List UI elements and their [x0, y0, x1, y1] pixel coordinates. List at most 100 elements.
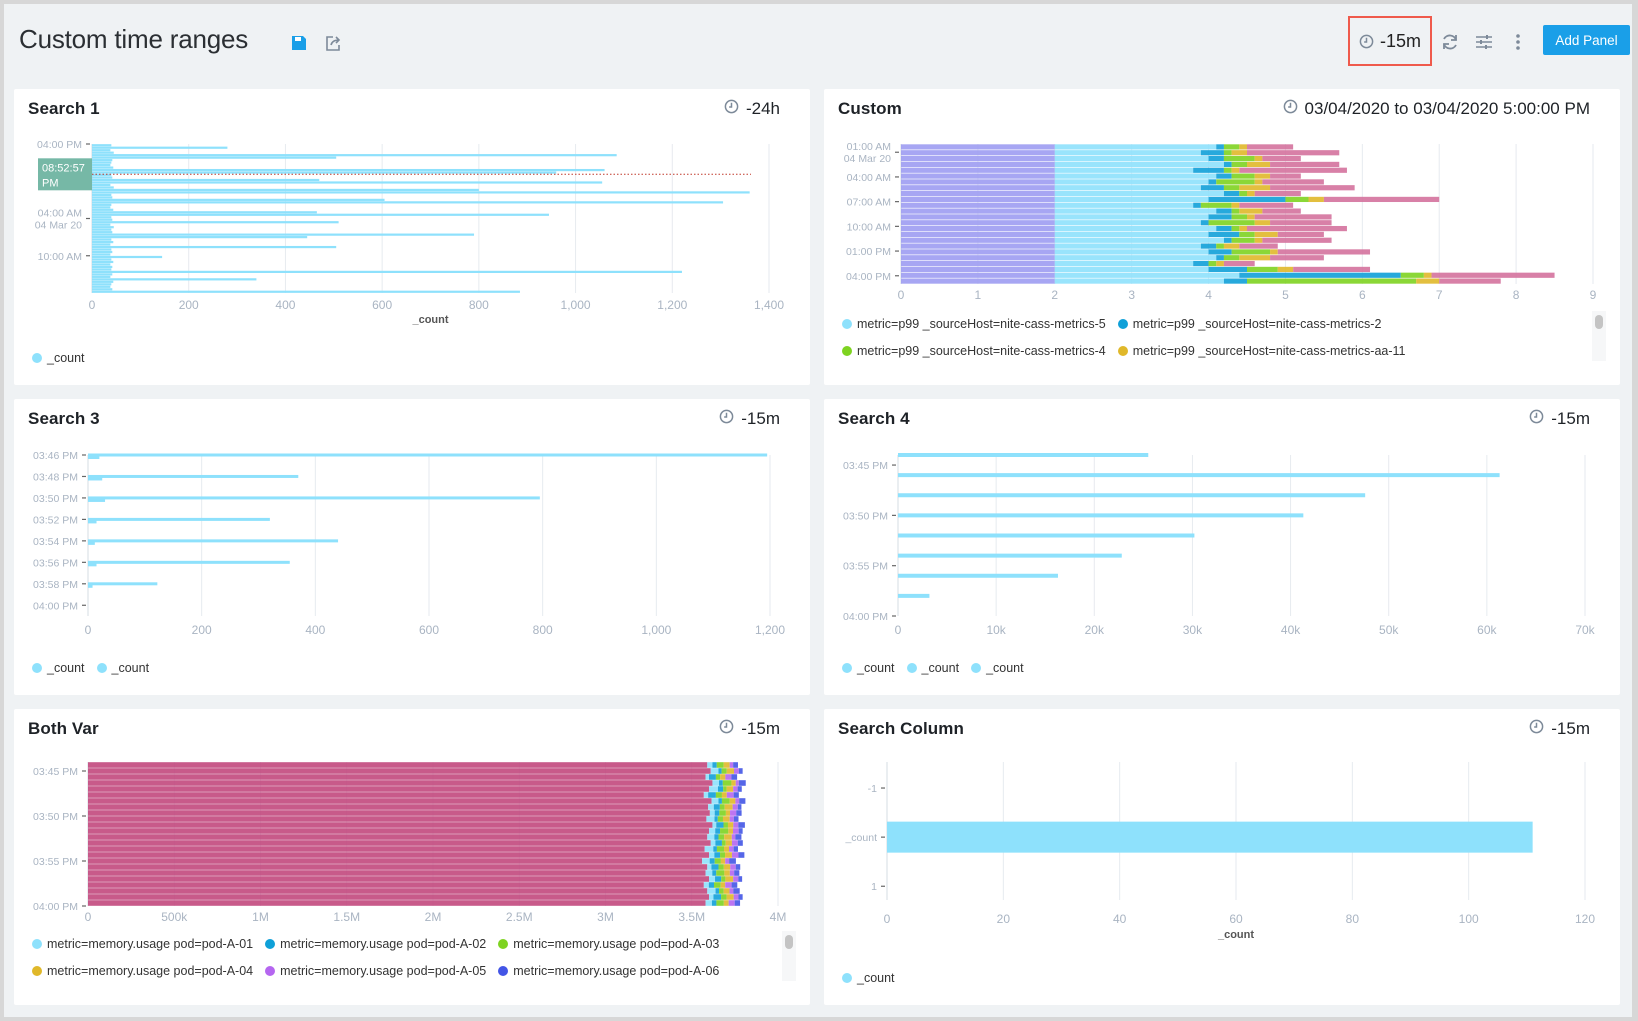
x-tick-label: 4M — [770, 910, 787, 924]
share-icon[interactable] — [324, 34, 342, 52]
more-vertical-icon[interactable] — [1508, 32, 1528, 52]
bar-segment — [1223, 150, 1232, 156]
bar-segment — [88, 840, 711, 846]
x-tick-label: 400 — [275, 298, 295, 312]
bar-segment — [901, 167, 1055, 173]
panel-time-range[interactable]: -24h — [724, 99, 780, 119]
legend-item[interactable]: metric=memory.usage pod=pod-A-01 — [32, 937, 253, 951]
legend-scrollbar[interactable] — [1592, 311, 1606, 361]
panel-time-range[interactable]: -15m — [1529, 409, 1590, 429]
bar-segment — [719, 810, 726, 816]
bar-segment — [724, 870, 730, 876]
bar-segment — [1247, 214, 1255, 220]
bar-segment — [1247, 266, 1278, 273]
bar-segment — [725, 858, 730, 864]
x-tick-label: 60 — [1229, 912, 1243, 926]
x-tick-label: 1,200 — [755, 623, 785, 637]
save-icon[interactable] — [290, 34, 308, 52]
legend-item[interactable]: metric=memory.usage pod=pod-A-03 — [498, 937, 719, 951]
bar-segment — [729, 816, 734, 822]
bar-segment — [716, 900, 724, 906]
legend-scrollbar-thumb[interactable] — [785, 935, 793, 949]
bar-segment — [707, 888, 716, 894]
legend-item[interactable]: metric=memory.usage pod=pod-A-04 — [32, 964, 253, 978]
legend-label: _count — [986, 661, 1024, 675]
panel-custom: 0 1 2 3 4 5 6 7 8 9 01:00 AM 04 Mar 20 04:00 AM 07:00… — [824, 89, 1620, 385]
bar-segment — [901, 237, 1055, 243]
bar-segment — [738, 822, 745, 828]
legend-item[interactable]: metric=memory.usage pod=pod-A-05 — [265, 964, 486, 978]
legend-item[interactable]: _count — [32, 351, 85, 365]
y-tick-label: _count — [844, 832, 877, 844]
bar-segment — [710, 768, 719, 774]
bar — [88, 453, 768, 457]
bar — [898, 473, 1500, 478]
panel-time-range[interactable]: -15m — [1529, 719, 1590, 739]
legend-item[interactable]: _count — [971, 661, 1024, 675]
bar-segment — [1277, 266, 1294, 273]
bar — [92, 240, 114, 244]
legend-item[interactable]: metric=p99 _sourceHost=nite-cass-metrics… — [842, 317, 1106, 331]
bar-segment — [1054, 155, 1209, 162]
bar-segment — [703, 882, 709, 888]
bar-segment — [1239, 231, 1255, 238]
bar-segment — [1231, 208, 1240, 214]
settings-sliders-icon[interactable] — [1474, 32, 1494, 52]
bar-segment — [735, 780, 739, 786]
panel-time-range[interactable]: -15m — [719, 409, 780, 429]
bar — [88, 560, 290, 564]
x-tick-label: 100 — [1459, 912, 1479, 926]
add-panel-button[interactable]: Add Panel — [1543, 25, 1630, 55]
y-tick-label: 04:00 PM — [33, 600, 78, 612]
bar — [88, 539, 339, 543]
legend-item[interactable]: _count — [32, 661, 85, 675]
panel-time-range[interactable]: -15m — [719, 719, 780, 739]
legend-item[interactable]: metric=p99 _sourceHost=nite-cass-metrics… — [1117, 317, 1381, 331]
bar-segment — [721, 840, 726, 846]
bar-segment — [733, 786, 738, 792]
bar-segment — [1254, 173, 1271, 179]
bar-segment — [1262, 208, 1301, 214]
bar-segment — [715, 774, 721, 780]
legend-item[interactable]: metric=memory.usage pod=pod-A-02 — [265, 937, 486, 951]
bar-segment — [1270, 173, 1301, 179]
bar-segment — [1208, 179, 1217, 185]
bar-segment — [1054, 237, 1224, 243]
legend-item[interactable]: metric=p99 _sourceHost=nite-cass-metrics… — [842, 344, 1106, 358]
bar-segment — [1200, 202, 1232, 208]
bar-segment — [1054, 208, 1217, 214]
x-tick-label: 6 — [1359, 288, 1366, 302]
legend-scrollbar-thumb[interactable] — [1595, 315, 1603, 329]
legend-scrollbar[interactable] — [782, 931, 796, 981]
legend-item[interactable]: _count — [842, 661, 895, 675]
legend-label: metric=p99 _sourceHost=nite-cass-metrics… — [1132, 344, 1406, 358]
panel-time-range[interactable]: 03/04/2020 to 03/04/2020 5:00:00 PM — [1283, 99, 1590, 119]
bar-segment — [1054, 214, 1209, 220]
dashboard-title: Custom time ranges — [19, 24, 249, 54]
bar-segment — [1231, 161, 1247, 168]
legend-item[interactable]: _count — [906, 661, 959, 675]
bar-segment — [1231, 214, 1247, 220]
legend-color-dot — [971, 663, 982, 673]
legend-item[interactable]: metric=memory.usage pod=pod-A-06 — [498, 964, 719, 978]
legend-item[interactable]: metric=p99 _sourceHost=nite-cass-metrics… — [1117, 344, 1406, 358]
y-tick-label: 1 — [871, 881, 877, 893]
refresh-icon[interactable] — [1440, 32, 1460, 52]
bar-segment — [729, 870, 735, 876]
bar-segment — [1308, 196, 1324, 203]
time-range-picker[interactable]: -15m — [1348, 16, 1432, 66]
x-tick-label: 0 — [895, 623, 902, 637]
bar — [88, 474, 299, 478]
panel-time-range-value: -15m — [741, 719, 780, 738]
bar-segment — [707, 762, 713, 768]
x-tick-label: 9 — [1590, 288, 1597, 302]
clock-icon — [1529, 719, 1544, 739]
bar-segment — [1400, 272, 1424, 278]
legend-item[interactable]: _count — [96, 661, 149, 675]
bar — [92, 208, 114, 211]
bar — [92, 253, 111, 256]
bar-segment — [704, 846, 714, 852]
legend-item[interactable]: _count — [842, 971, 895, 985]
bar-segment — [726, 792, 734, 798]
bar-segment — [1054, 150, 1201, 156]
